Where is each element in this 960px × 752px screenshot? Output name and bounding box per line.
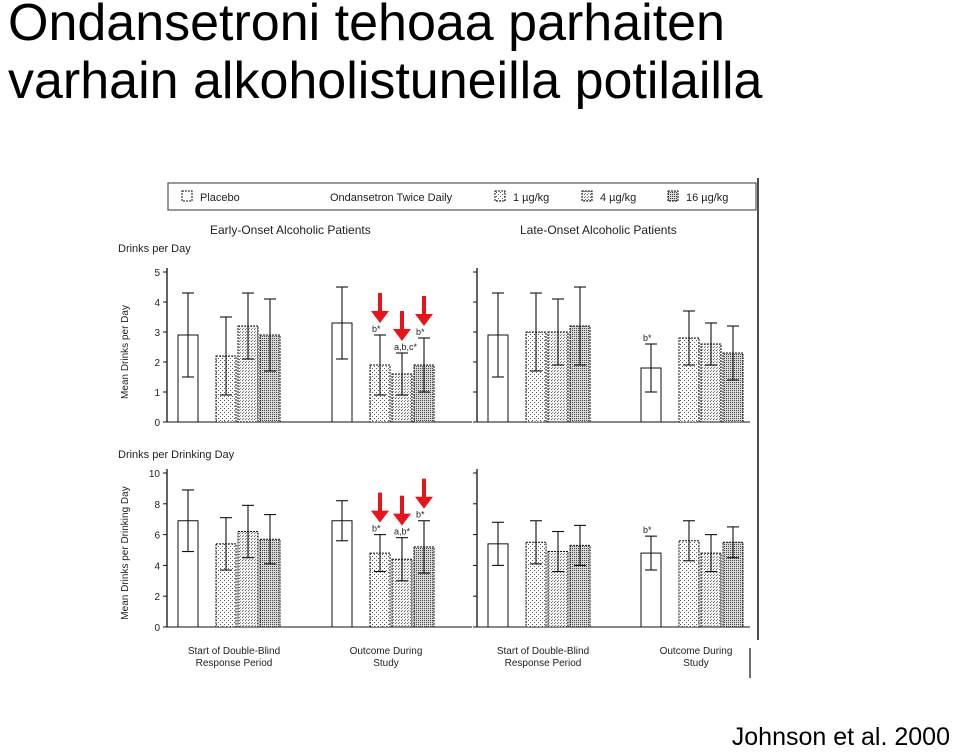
significance-label: a,b,c* [394,342,418,352]
red-arrow-head [393,513,411,526]
y-tick-label: 4 [154,561,160,572]
chart-panel-4: b* [473,469,750,628]
x-label-early-outcome-2: Study [373,658,399,669]
significance-label: b* [372,324,381,334]
red-arrow-head [415,496,433,509]
slide-title-line-1: Ondansetroni tehoaa parhaiten [8,0,725,52]
x-label-early-start-1: Start of Double-Blind [188,646,280,657]
red-arrow-shaft [422,296,426,316]
red-arrow-head [393,329,411,341]
significance-label: b* [643,525,652,535]
legend-label-placebo: Placebo [200,192,240,204]
figure: Placebo Ondansetron Twice Daily 1 µg/kg … [118,178,759,678]
y-tick-label: 3 [154,328,160,339]
y-tick-label: 0 [154,623,160,634]
x-group-labels: Start of Double-Blind Response Period Ou… [188,646,733,669]
legend-label-4ug: 4 µg/kg [600,192,636,204]
legend-label-16ug: 16 µg/kg [686,192,728,204]
y-tick-label: 8 [154,500,160,511]
significance-label: b* [416,510,425,520]
legend-label-1ug: 1 µg/kg [513,192,549,204]
y-tick-label: 4 [154,298,160,309]
red-arrow-shaft [400,311,404,331]
legend-frame [167,182,757,211]
section-heading-bottom: Drinks per Drinking Day [118,449,235,461]
red-arrow-head [371,311,389,323]
plot-area: 0 1 2 3 4 5 b* a,b,c* b* b* 0 2 4 6 8 10 b* a,b* b* b* [149,268,750,634]
red-arrow-head [371,510,389,523]
chart-panel-3: 0 2 4 6 8 10 b* a,b* b* [149,469,472,634]
legend: Placebo Ondansetron Twice Daily 1 µg/kg … [167,182,757,211]
red-arrow-shaft [378,293,382,313]
red-arrow-head [415,314,433,326]
legend-group-label: Ondansetron Twice Daily [330,192,453,204]
significance-label: b* [416,327,425,337]
panel-title-late: Late-Onset Alcoholic Patients [520,223,677,237]
slide-title-line-2: varhain alkoholistuneilla potilailla [8,52,763,110]
y-tick-label: 5 [154,268,160,279]
y-tick-label: 10 [149,469,161,480]
x-label-late-start-2: Response Period [505,658,582,669]
red-arrow-shaft [400,495,404,516]
citation: Johnson et al. 2000 [731,723,950,751]
legend-swatch-placebo [181,190,193,202]
y-tick-label: 1 [154,388,160,399]
red-arrow-shaft [422,478,426,499]
legend-swatch-1ug [494,190,506,202]
y-tick-label: 6 [154,531,160,542]
y-tick-label: 2 [154,592,160,603]
panel-title-early: Early-Onset Alcoholic Patients [210,223,371,237]
legend-swatch-4ug [581,190,593,202]
section-heading-top: Drinks per Day [118,243,191,255]
significance-label: a,b* [394,527,411,537]
x-label-early-start-2: Response Period [196,658,273,669]
red-arrow-shaft [378,492,382,513]
slide-title: Ondansetroni tehoaa parhaiten varhain al… [8,0,948,110]
legend-swatch-16ug [667,190,679,202]
x-label-late-start-1: Start of Double-Blind [497,646,589,657]
chart-panel-1: 0 1 2 3 4 5 b* a,b,c* b* [154,268,472,429]
y-axis-label-top: Mean Drinks per Day [120,305,131,399]
y-axis-label-bottom: Mean Drinks per Drinking Day [120,486,131,619]
chart-panel-2: b* [473,268,750,423]
significance-label: b* [372,524,381,534]
significance-label: b* [643,333,652,343]
x-label-late-outcome-2: Study [683,658,709,669]
y-tick-label: 2 [154,358,160,369]
x-label-early-outcome-1: Outcome During [350,646,423,657]
x-label-late-outcome-1: Outcome During [660,646,733,657]
y-tick-label: 0 [154,418,160,429]
